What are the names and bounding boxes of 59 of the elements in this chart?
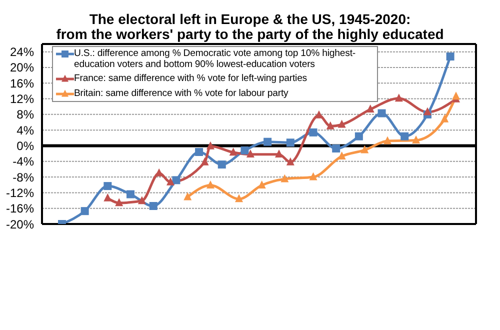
point	[149, 202, 158, 210]
point	[326, 121, 334, 130]
point	[258, 180, 266, 188]
point	[423, 107, 432, 116]
point	[366, 104, 374, 113]
point	[104, 193, 112, 202]
point	[400, 132, 409, 140]
point	[378, 109, 386, 118]
y-tick-label: -20%	[6, 217, 34, 232]
point	[309, 128, 318, 136]
y-tick-label: 4%	[16, 123, 34, 138]
point	[264, 138, 272, 146]
point	[206, 141, 214, 150]
point	[235, 194, 244, 202]
point	[138, 196, 146, 204]
point	[360, 145, 369, 154]
y-tick-label: -8%	[12, 170, 34, 184]
legend-label: U.S.: difference among % Democratic vote among top 10% highest-education voters and bottom 90% lowest-education voters	[74, 48, 356, 70]
point	[354, 132, 363, 140]
point	[80, 207, 89, 216]
y-tick-label: 8%	[16, 108, 34, 122]
point	[104, 182, 112, 190]
y-tick-label: 16%	[10, 76, 34, 90]
point	[446, 52, 454, 61]
point	[229, 148, 238, 156]
point	[440, 114, 449, 122]
point	[218, 160, 226, 169]
y-tick-label: 12%	[10, 92, 34, 106]
y-tick-label: 24%	[10, 45, 34, 60]
point	[195, 148, 204, 156]
point	[166, 177, 174, 186]
legend-label: France: same difference with % vote for left-wing parties	[74, 73, 308, 84]
y-tick-label: 0%	[16, 139, 34, 153]
point	[338, 120, 346, 128]
point	[286, 138, 294, 147]
point	[240, 146, 249, 154]
point	[246, 150, 254, 158]
point	[332, 144, 340, 152]
y-tick-label: -12%	[6, 186, 34, 200]
point	[206, 180, 214, 188]
y-tick-label: -16%	[6, 202, 34, 216]
legend-label: Britain: same difference with % vote for labour party	[74, 88, 288, 99]
point	[452, 92, 460, 100]
point	[184, 192, 192, 200]
point	[383, 136, 392, 144]
point	[115, 198, 124, 206]
point	[309, 172, 318, 180]
chart-subtitle: from the workers' party to the party of the highly educated	[55, 26, 445, 42]
point	[394, 94, 403, 102]
point	[274, 150, 283, 158]
y-tick-label: 20%	[10, 60, 34, 75]
point	[280, 174, 289, 182]
chart-title: The electoral left in Europe & the US, 1945-2020:	[88, 11, 412, 27]
point	[286, 157, 294, 166]
point	[412, 135, 420, 144]
y-tick-label: -4%	[12, 154, 34, 169]
point	[172, 176, 180, 184]
point	[126, 190, 135, 198]
point	[200, 157, 209, 166]
